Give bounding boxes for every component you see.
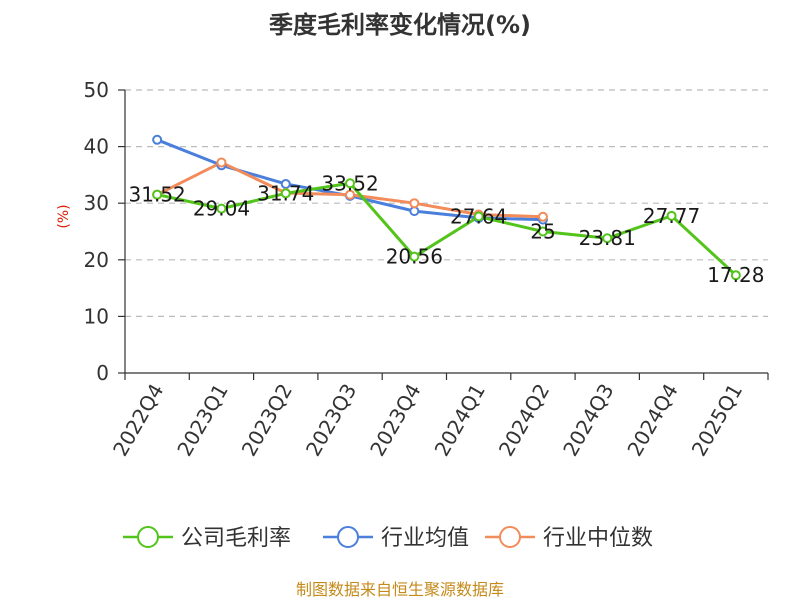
y-tick-label: 0 <box>96 361 109 385</box>
grid-lines <box>125 89 768 317</box>
legend-label: 行业中位数 <box>543 526 653 551</box>
data-label: 25 <box>530 220 555 244</box>
data-point <box>152 189 163 200</box>
data-point <box>537 211 548 222</box>
axes <box>118 89 769 380</box>
y-tick-labels: 0 10 20 30 40 50 <box>84 78 109 385</box>
data-point <box>216 203 227 214</box>
y-axis-label: (%) <box>56 204 72 228</box>
data-point <box>152 134 163 145</box>
data-label: 33.52 <box>321 171 378 195</box>
x-tick-label: 2023Q4 <box>365 380 425 461</box>
data-point <box>280 178 291 189</box>
data-point <box>602 233 613 244</box>
x-tick-label: 2024Q1 <box>430 380 490 461</box>
data-point <box>345 178 356 189</box>
x-tick-label: 2024Q4 <box>622 380 682 461</box>
chart-title: 季度毛利率变化情况(%) <box>269 11 531 39</box>
series-line <box>156 181 737 277</box>
data-point <box>409 251 420 262</box>
data-label: 17.28 <box>707 263 764 287</box>
data-point <box>473 211 484 222</box>
data-label: 27.64 <box>450 205 507 229</box>
data-point <box>730 270 741 281</box>
x-tick-label: 2023Q3 <box>301 380 361 461</box>
data-label: 31.74 <box>257 181 314 205</box>
data-label: 23.81 <box>579 226 636 250</box>
data-point <box>666 210 677 221</box>
legend-marker <box>137 526 159 548</box>
x-tick-labels: 2022Q4 2023Q1 2023Q2 2023Q3 2023Q4 2024Q1 2024… <box>108 380 747 461</box>
data-point <box>345 189 356 200</box>
legend-marker <box>499 526 521 548</box>
x-tick-label: 2023Q2 <box>237 380 297 461</box>
legend-label: 公司毛利率 <box>181 526 291 551</box>
data-point <box>409 206 420 217</box>
data-label: 29.04 <box>193 197 250 221</box>
x-tick-label: 2022Q4 <box>108 380 168 461</box>
data-point <box>280 188 291 199</box>
legend: 公司毛利率 行业均值 行业中位数 <box>123 526 653 551</box>
x-tick-label: 2025Q1 <box>687 380 747 461</box>
y-tick-label: 50 <box>84 78 109 102</box>
y-tick-label: 20 <box>84 248 109 272</box>
data-label: 31.52 <box>129 183 186 207</box>
data-label: 20.56 <box>386 245 443 269</box>
data-point <box>409 198 420 209</box>
y-tick-label: 40 <box>84 135 109 159</box>
legend-marker <box>337 526 359 548</box>
data-point <box>216 157 227 168</box>
data-label: 27.77 <box>643 204 700 228</box>
x-tick-label: 2024Q2 <box>494 380 554 461</box>
y-tick-label: 10 <box>84 304 109 328</box>
source-note: 制图数据来自恒生聚源数据库 <box>296 580 504 599</box>
data-labels: 31.52 29.04 31.74 33.52 20.56 27.64 25 23.81 27.… <box>129 171 765 287</box>
data-point <box>537 226 548 237</box>
x-tick-label: 2024Q3 <box>558 380 618 461</box>
y-tick-label: 30 <box>84 191 109 215</box>
legend-label: 行业均值 <box>381 526 469 551</box>
x-tick-label: 2023Q1 <box>172 380 232 461</box>
series-points <box>152 134 741 281</box>
